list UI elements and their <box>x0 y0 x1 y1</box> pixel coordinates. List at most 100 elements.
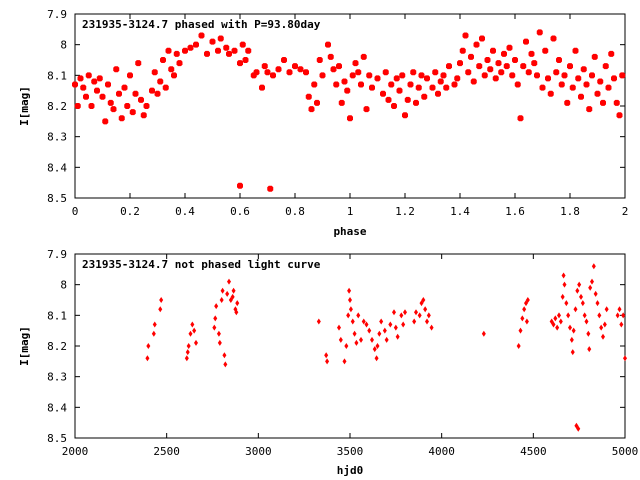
phased-data-point <box>473 41 480 48</box>
phased-data-point <box>531 60 538 67</box>
phased-data-point <box>157 78 164 85</box>
phased-data-point <box>457 60 463 67</box>
unphased-data-point <box>597 312 602 319</box>
unphased-data-point <box>384 336 389 343</box>
unphased-data-point <box>324 352 329 359</box>
phased-chart: 0 0.2 0.4 0.6 0.8 1 1.2 1.4 1.6 1.8 2 7.9 8 8.1 8.2 8.3… <box>18 8 628 238</box>
phased-data-point <box>83 93 89 100</box>
unphased-data-point <box>159 297 164 303</box>
phased-y-tick-label: 8.3 <box>47 131 67 144</box>
unphased-data-point <box>569 336 574 343</box>
phased-data-point <box>396 87 403 94</box>
unphased-data-point <box>225 290 230 297</box>
phased-data-point <box>523 38 529 45</box>
unphased-data-point <box>375 343 380 349</box>
unphased-data-point <box>152 321 157 328</box>
unphased-x-tick-label: 2000 <box>62 445 89 458</box>
unphased-data-point <box>516 343 521 349</box>
unphased-data-point <box>564 300 569 307</box>
unphased-data-point <box>222 352 227 359</box>
unphased-data-point <box>348 306 353 313</box>
unphased-data-point <box>393 324 398 331</box>
phased-data-point <box>594 90 601 97</box>
phased-data-point <box>338 99 345 106</box>
unphased-data-point <box>342 358 347 365</box>
phased-data-point <box>140 112 147 119</box>
phased-data-point <box>352 60 359 67</box>
phased-data-point <box>88 103 95 109</box>
phased-data-point <box>380 90 386 97</box>
phased-data-point <box>600 99 606 106</box>
phased-data-point <box>160 57 166 63</box>
phased-data-point <box>355 69 362 76</box>
phased-data-point <box>608 50 615 57</box>
phased-data-point <box>514 81 521 88</box>
phased-data-point <box>597 78 604 85</box>
phased-data-point <box>303 69 309 76</box>
phased-data-point <box>242 57 249 63</box>
phased-data-point <box>333 81 340 88</box>
unphased-data-point <box>346 312 351 319</box>
phased-data-point <box>501 50 507 57</box>
phased-data-point <box>470 78 477 85</box>
unphased-data-point <box>192 327 197 334</box>
phased-data-point <box>286 69 293 76</box>
unphased-data-point <box>316 318 321 325</box>
unphased-data-point <box>575 287 580 294</box>
phased-y-tick-label: 8 <box>60 39 67 52</box>
unphased-data-point <box>568 324 572 331</box>
phased-data-point <box>231 47 238 54</box>
phased-data-point <box>173 50 180 57</box>
unphased-data-point <box>359 336 363 343</box>
phased-data-point <box>297 66 304 73</box>
unphased-y-tick-label: 8.3 <box>47 371 67 384</box>
phased-data-point <box>168 66 175 73</box>
unphased-data-point <box>344 343 349 349</box>
phased-data-point <box>325 41 331 48</box>
phased-data-point <box>558 81 565 88</box>
unphased-data-point <box>570 349 575 356</box>
unphased-data-point <box>604 306 609 313</box>
phased-data-point <box>580 66 587 73</box>
unphased-data-point <box>571 327 576 334</box>
phased-data-point <box>217 35 224 42</box>
phased-data-point <box>553 69 560 76</box>
phased-data-point <box>561 72 568 79</box>
phased-data-point <box>407 81 414 88</box>
unphased-data-point <box>214 303 219 310</box>
unphased-data-point <box>146 343 151 349</box>
phased-data-point <box>509 72 516 79</box>
unphased-data-point <box>425 318 429 325</box>
phased-data-point <box>385 96 392 103</box>
phased-data-point <box>187 44 194 51</box>
phased-data-point <box>113 66 120 73</box>
unphased-data-point <box>590 278 594 285</box>
unphased-data-point <box>395 333 400 340</box>
unphased-x-axis-label: hjd0 <box>337 464 364 477</box>
phased-data-point <box>239 41 246 48</box>
phased-data-point <box>432 69 439 76</box>
unphased-data-point <box>367 327 372 334</box>
unphased-y-axis-label: I[mag] <box>18 326 31 366</box>
unphased-data-point <box>566 312 571 319</box>
unphased-data-point <box>555 324 560 331</box>
phased-data-point <box>525 69 532 76</box>
unphased-data-point <box>388 321 393 328</box>
phased-data-point <box>259 84 265 91</box>
unphased-data-point <box>576 425 581 432</box>
phased-data-point <box>391 103 397 109</box>
phased-plot-frame <box>74 13 626 199</box>
unphased-data-point <box>520 315 525 322</box>
phased-data-point <box>613 99 620 106</box>
phased-x-tick-label: 1.8 <box>560 205 580 218</box>
unphased-plot-frame <box>74 253 626 439</box>
phased-data-point <box>498 69 505 76</box>
phased-data-point <box>124 103 131 109</box>
unphased-data-point <box>558 318 563 325</box>
phased-data-point <box>528 50 535 57</box>
unphased-data-point <box>401 321 406 328</box>
phased-data-point <box>94 87 100 94</box>
unphased-data-point <box>421 297 426 303</box>
unphased-x-tick-label: 4500 <box>520 445 547 458</box>
unphased-y-tick-label: 8.1 <box>47 309 67 322</box>
